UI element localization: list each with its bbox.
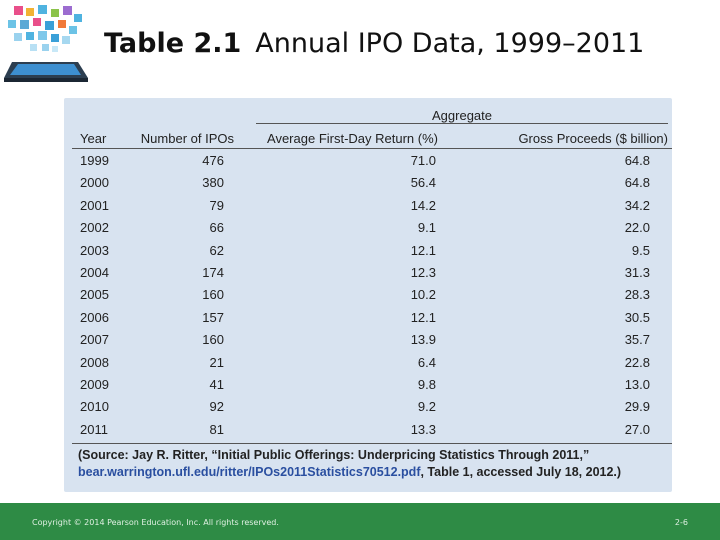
cell-return: 12.1 [410,309,436,325]
cell-year: 2005 [80,287,109,303]
table-row: 2010 92 9.2 29.9 [72,396,672,418]
cell-number: 81 [209,421,224,437]
cell-gross: 22.8 [624,354,650,370]
cell-year: 2011 [80,421,108,437]
cell-year: 2008 [80,354,109,370]
table-row: 2006 157 12.1 30.5 [72,307,672,329]
cell-gross: 27.0 [624,421,650,437]
cell-year: 2001 [80,197,109,213]
cell-return: 13.3 [410,421,436,437]
cell-number: 160 [202,287,224,303]
source-line-2: bear.warrington.ufl.edu/ritter/IPOs2011S… [78,464,668,481]
source-link[interactable]: bear.warrington.ufl.edu/ritter/IPOs2011S… [78,465,421,479]
cell-gross: 9.5 [631,242,650,258]
group-header-rule [256,123,668,124]
tablet-with-app-icons-icon [4,4,88,84]
cell-return: 9.8 [417,376,436,392]
cell-gross: 29.9 [624,399,650,415]
table-row: 2011 81 13.3 27.0 [72,419,672,441]
source-line-2-rest: , Table 1, accessed July 18, 2012.) [420,465,622,479]
table-row: 2003 62 12.1 9.5 [72,240,672,262]
cell-gross: 34.2 [624,197,650,213]
cell-number: 160 [202,332,224,348]
cell-gross: 35.7 [624,332,650,348]
cell-number: 92 [209,399,224,415]
table-row: 2001 79 14.2 34.2 [72,195,672,217]
cell-return: 10.2 [410,287,436,303]
cell-year: 2009 [80,376,109,392]
cell-gross: 22.0 [624,220,650,236]
table-row: 2007 160 13.9 35.7 [72,329,672,351]
table-row: 1999 476 71.0 64.8 [72,150,672,172]
cell-gross: 64.8 [624,175,650,191]
cell-number: 79 [209,197,224,213]
table-header-row: Year Number of IPOs Average First-Day Re… [72,128,672,149]
source-note: (Source: Jay R. Ritter, “Initial Public … [78,447,668,481]
footer-bar: Copyright © 2014 Pearson Education, Inc.… [0,503,720,540]
copyright-text: Copyright © 2014 Pearson Education, Inc.… [32,518,279,527]
cell-year: 2002 [80,220,109,236]
cell-number: 21 [209,354,224,370]
cell-gross: 28.3 [624,287,650,303]
cell-return: 6.4 [417,354,436,370]
table-bottom-rule [72,443,672,444]
cell-number: 380 [202,175,224,191]
cell-return: 56.4 [410,175,436,191]
column-header-number: Number of IPOs [140,131,234,146]
column-header-gross: Gross Proceeds ($ billion) [518,131,668,146]
page-number: 2-6 [674,518,688,527]
group-header-label: Aggregate [432,108,492,123]
cell-year: 1999 [80,153,109,168]
source-line-1: (Source: Jay R. Ritter, “Initial Public … [78,448,590,462]
ipo-table: Aggregate Year Number of IPOs Average Fi… [68,102,672,482]
cell-number: 66 [209,220,224,236]
cell-number: 174 [202,264,224,280]
cell-year: 2003 [80,242,109,258]
cell-gross: 13.0 [624,376,650,392]
table-row: 2000 380 56.4 64.8 [72,172,672,194]
cell-return: 9.2 [417,399,436,415]
slide-title: Table 2.1 Annual IPO Data, 1999–2011 [104,28,644,59]
title-text: Annual IPO Data, 1999–2011 [255,28,645,59]
table-row: 2005 160 10.2 28.3 [72,284,672,306]
table-row: 2008 21 6.4 22.8 [72,352,672,374]
group-header: Aggregate [256,106,668,124]
cell-return: 12.1 [410,242,436,258]
cell-number: 476 [202,153,224,168]
cell-return: 14.2 [410,197,436,213]
cell-gross: 64.8 [624,153,650,168]
cell-year: 2006 [80,309,109,325]
cell-return: 71.0 [410,153,436,168]
cell-return: 9.1 [417,220,436,236]
table-panel: Aggregate Year Number of IPOs Average Fi… [64,98,672,492]
cell-year: 2000 [80,175,109,191]
cell-number: 62 [209,242,224,258]
cell-gross: 31.3 [624,264,650,280]
column-header-return: Average First-Day Return (%) [267,131,438,146]
cell-number: 41 [209,376,224,392]
table-row: 2009 41 9.8 13.0 [72,374,672,396]
cell-year: 2004 [80,264,109,280]
cell-gross: 30.5 [624,309,650,325]
table-body: 1999 476 71.0 64.8 2000 380 56.4 64.8 2001 79 14… [72,150,672,441]
title-number: Table 2.1 [104,28,242,59]
cell-year: 2007 [80,332,109,348]
cell-return: 12.3 [410,264,436,280]
cell-return: 13.9 [410,332,436,348]
cell-year: 2010 [80,399,109,415]
table-row: 2004 174 12.3 31.3 [72,262,672,284]
cell-number: 157 [202,309,224,325]
table-row: 2002 66 9.1 22.0 [72,217,672,239]
column-header-year: Year [80,131,107,146]
